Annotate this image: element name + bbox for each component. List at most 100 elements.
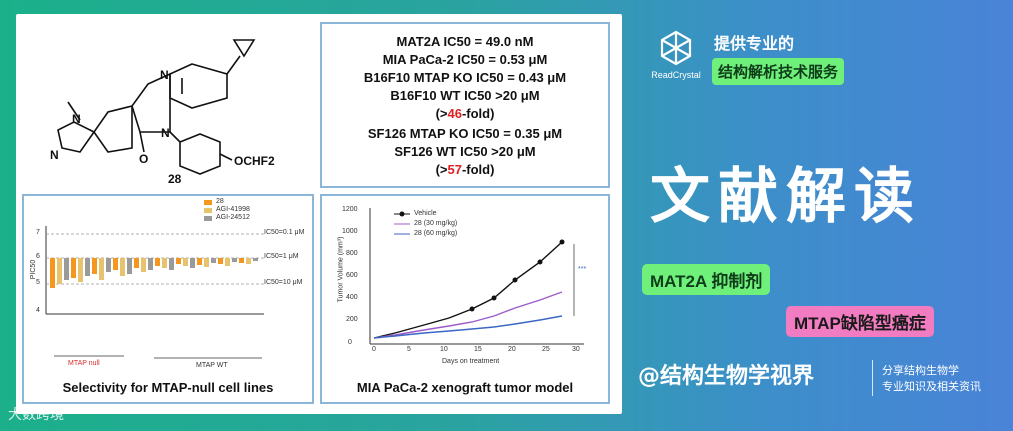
x-axis-label: Days on treatment <box>442 358 500 365</box>
n-label-2: N <box>161 126 170 140</box>
xenograft-chart <box>369 208 584 345</box>
ytick-6: 6 <box>36 253 40 260</box>
y-axis-label: Tumor Volume (mm³) <box>337 236 345 303</box>
ic50-line-4: B16F10 WT IC50 >20 μM <box>390 88 540 103</box>
bar <box>169 258 174 270</box>
bar <box>85 258 90 276</box>
xenograft-panel: Vehicle 28 (30 mg/kg) 28 (60 mg/kg) *** … <box>320 194 610 404</box>
ic50-line-8: (>57-fold) <box>435 162 495 177</box>
bar <box>57 258 62 284</box>
group-mtap-null: MTAP null <box>68 360 100 367</box>
bar <box>120 258 125 276</box>
xtick-0: 0 <box>372 346 376 353</box>
bar <box>113 258 118 270</box>
ytick-4: 4 <box>36 307 40 314</box>
bar <box>162 258 167 268</box>
bar <box>246 258 251 264</box>
divider <box>872 360 873 396</box>
threshold-10: IC50=10 μM <box>264 279 303 286</box>
selectivity-chart <box>45 200 264 359</box>
ic50-line-3: B16F10 MTAP KO IC50 = 0.43 μM <box>363 70 567 85</box>
bar <box>211 258 216 263</box>
group-mtap-wt: MTAP WT <box>196 362 228 369</box>
o-label: O <box>139 152 149 166</box>
xtick-25: 25 <box>542 346 550 353</box>
brand-line-1: 提供专业的 <box>714 36 795 53</box>
chemical-structure <box>57 39 256 175</box>
y-axis-label: PIC50 <box>30 259 38 280</box>
ic50-line-2: MIA PaCa-2 IC50 = 0.53 μM <box>382 52 548 67</box>
selectivity-caption: Selectivity for MTAP-null cell lines <box>62 380 274 395</box>
threshold-0-1: IC50=0.1 μM <box>264 229 305 236</box>
legend-30mg: 28 (30 mg/kg) <box>414 220 458 227</box>
bar <box>225 258 230 266</box>
n-label-3: N <box>72 112 81 126</box>
ytick-5: 5 <box>36 279 40 286</box>
ytick-800: 800 <box>346 250 358 257</box>
xenograft-caption: MIA PaCa-2 xenograft tumor model <box>356 380 574 395</box>
ic50-line-7: SF126 WT IC50 >20 μM <box>394 144 536 159</box>
xtick-20: 20 <box>508 346 516 353</box>
bar <box>92 258 97 274</box>
ytick-1000: 1000 <box>342 228 358 235</box>
legend-agi-24512: AGI-24512 <box>216 214 250 221</box>
subtitle-1: 分享结构生物学 <box>882 365 959 377</box>
bar-group <box>50 258 258 288</box>
ic50-line-5: (>46-fold) <box>435 106 495 121</box>
readcrystal-logo-icon <box>640 28 712 88</box>
logo-name: ReadCrystal <box>651 70 701 80</box>
n-label-4: N <box>50 148 59 162</box>
n-label-1: N <box>160 68 169 82</box>
selectivity-panel: 28 AGI-41998 AGI-24512 IC50=0.1 μM IC50=… <box>22 194 314 404</box>
ic50-panel: MAT2A IC50 = 49.0 nM MIA PaCa-2 IC50 = 0… <box>320 22 610 188</box>
bar <box>183 258 188 266</box>
xtick-30: 30 <box>572 346 580 353</box>
bar <box>106 258 111 272</box>
bar <box>204 258 209 267</box>
page-title: 文献解读 <box>650 162 922 232</box>
tag-mtap: MTAP缺陷型癌症 <box>786 306 934 337</box>
substituent-label: OCHF2 <box>234 154 275 168</box>
ic50-line-1: MAT2A IC50 = 49.0 nM <box>396 34 534 49</box>
bar <box>176 258 181 264</box>
significance: *** <box>578 266 587 273</box>
subtitle-2: 专业知识及相关资讯 <box>882 381 981 393</box>
legend-vehicle: Vehicle <box>414 210 437 217</box>
account-handle: @结构生物学视界 <box>638 364 815 389</box>
compound-number: 28 <box>168 172 182 186</box>
bar <box>64 258 69 280</box>
ytick-200: 200 <box>346 316 358 323</box>
brand-services-tag: 结构解析技术服务 <box>712 58 845 85</box>
legend-28: 28 <box>216 198 224 205</box>
bar <box>239 258 244 263</box>
legend-agi-41998: AGI-41998 <box>216 206 250 213</box>
ytick-7: 7 <box>36 229 40 236</box>
bar <box>78 258 83 282</box>
ic50-line-6: SF126 MTAP KO IC50 = 0.35 μM <box>367 126 563 141</box>
bar <box>190 258 195 268</box>
bar <box>50 258 55 288</box>
bar <box>155 258 160 266</box>
ytick-400: 400 <box>346 294 358 301</box>
bar <box>99 258 104 280</box>
bar <box>134 258 139 268</box>
bar <box>148 258 153 270</box>
xtick-15: 15 <box>474 346 482 353</box>
bar <box>232 258 237 262</box>
xtick-10: 10 <box>440 346 448 353</box>
bar <box>141 258 146 272</box>
watermark: 大数跨境 <box>8 406 64 422</box>
ytick-600: 600 <box>346 272 358 279</box>
ytick-0: 0 <box>348 339 352 346</box>
tag-mat2a: MAT2A 抑制剂 <box>642 264 771 295</box>
bar <box>127 258 132 274</box>
bar <box>197 258 202 265</box>
ytick-1200: 1200 <box>342 206 358 213</box>
bar <box>71 258 76 278</box>
legend-60mg: 28 (60 mg/kg) <box>414 230 458 237</box>
threshold-1: IC50=1 μM <box>264 253 299 260</box>
bar <box>218 258 223 264</box>
bar <box>253 258 258 261</box>
structure-panel: N N N N O OCHF2 28 <box>22 20 314 190</box>
xtick-5: 5 <box>407 346 411 353</box>
